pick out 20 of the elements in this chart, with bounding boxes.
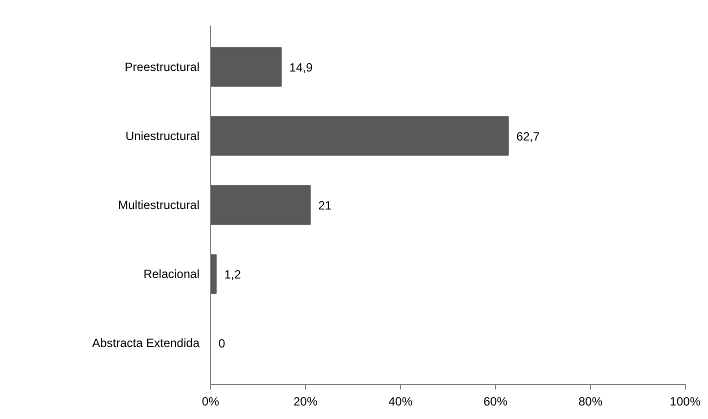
y-tick-label: Relacional	[143, 267, 200, 282]
bar	[210, 116, 509, 156]
data-label: 1,2	[224, 268, 242, 282]
y-tick-label: Preestructural	[124, 60, 200, 74]
bar	[210, 254, 217, 294]
data-label: 14,9	[289, 60, 313, 74]
x-tick-label: 0%	[202, 394, 220, 408]
y-tick-label: Abstracta Extendida	[92, 336, 200, 350]
y-tick-label: Uniestructural	[125, 128, 200, 143]
data-label: 21	[318, 198, 332, 212]
data-label: 62,7	[516, 129, 540, 144]
bar	[210, 47, 282, 87]
data-label: 0	[218, 336, 226, 351]
x-tick-label: 80%	[578, 394, 603, 408]
x-tick-label: 60%	[483, 394, 508, 408]
x-tick-label: 100%	[670, 394, 701, 408]
bar	[210, 185, 311, 225]
y-tick-label: Multiestructural	[118, 198, 200, 212]
x-tick-label: 40%	[388, 394, 413, 408]
x-tick-label: 20%	[293, 394, 318, 408]
